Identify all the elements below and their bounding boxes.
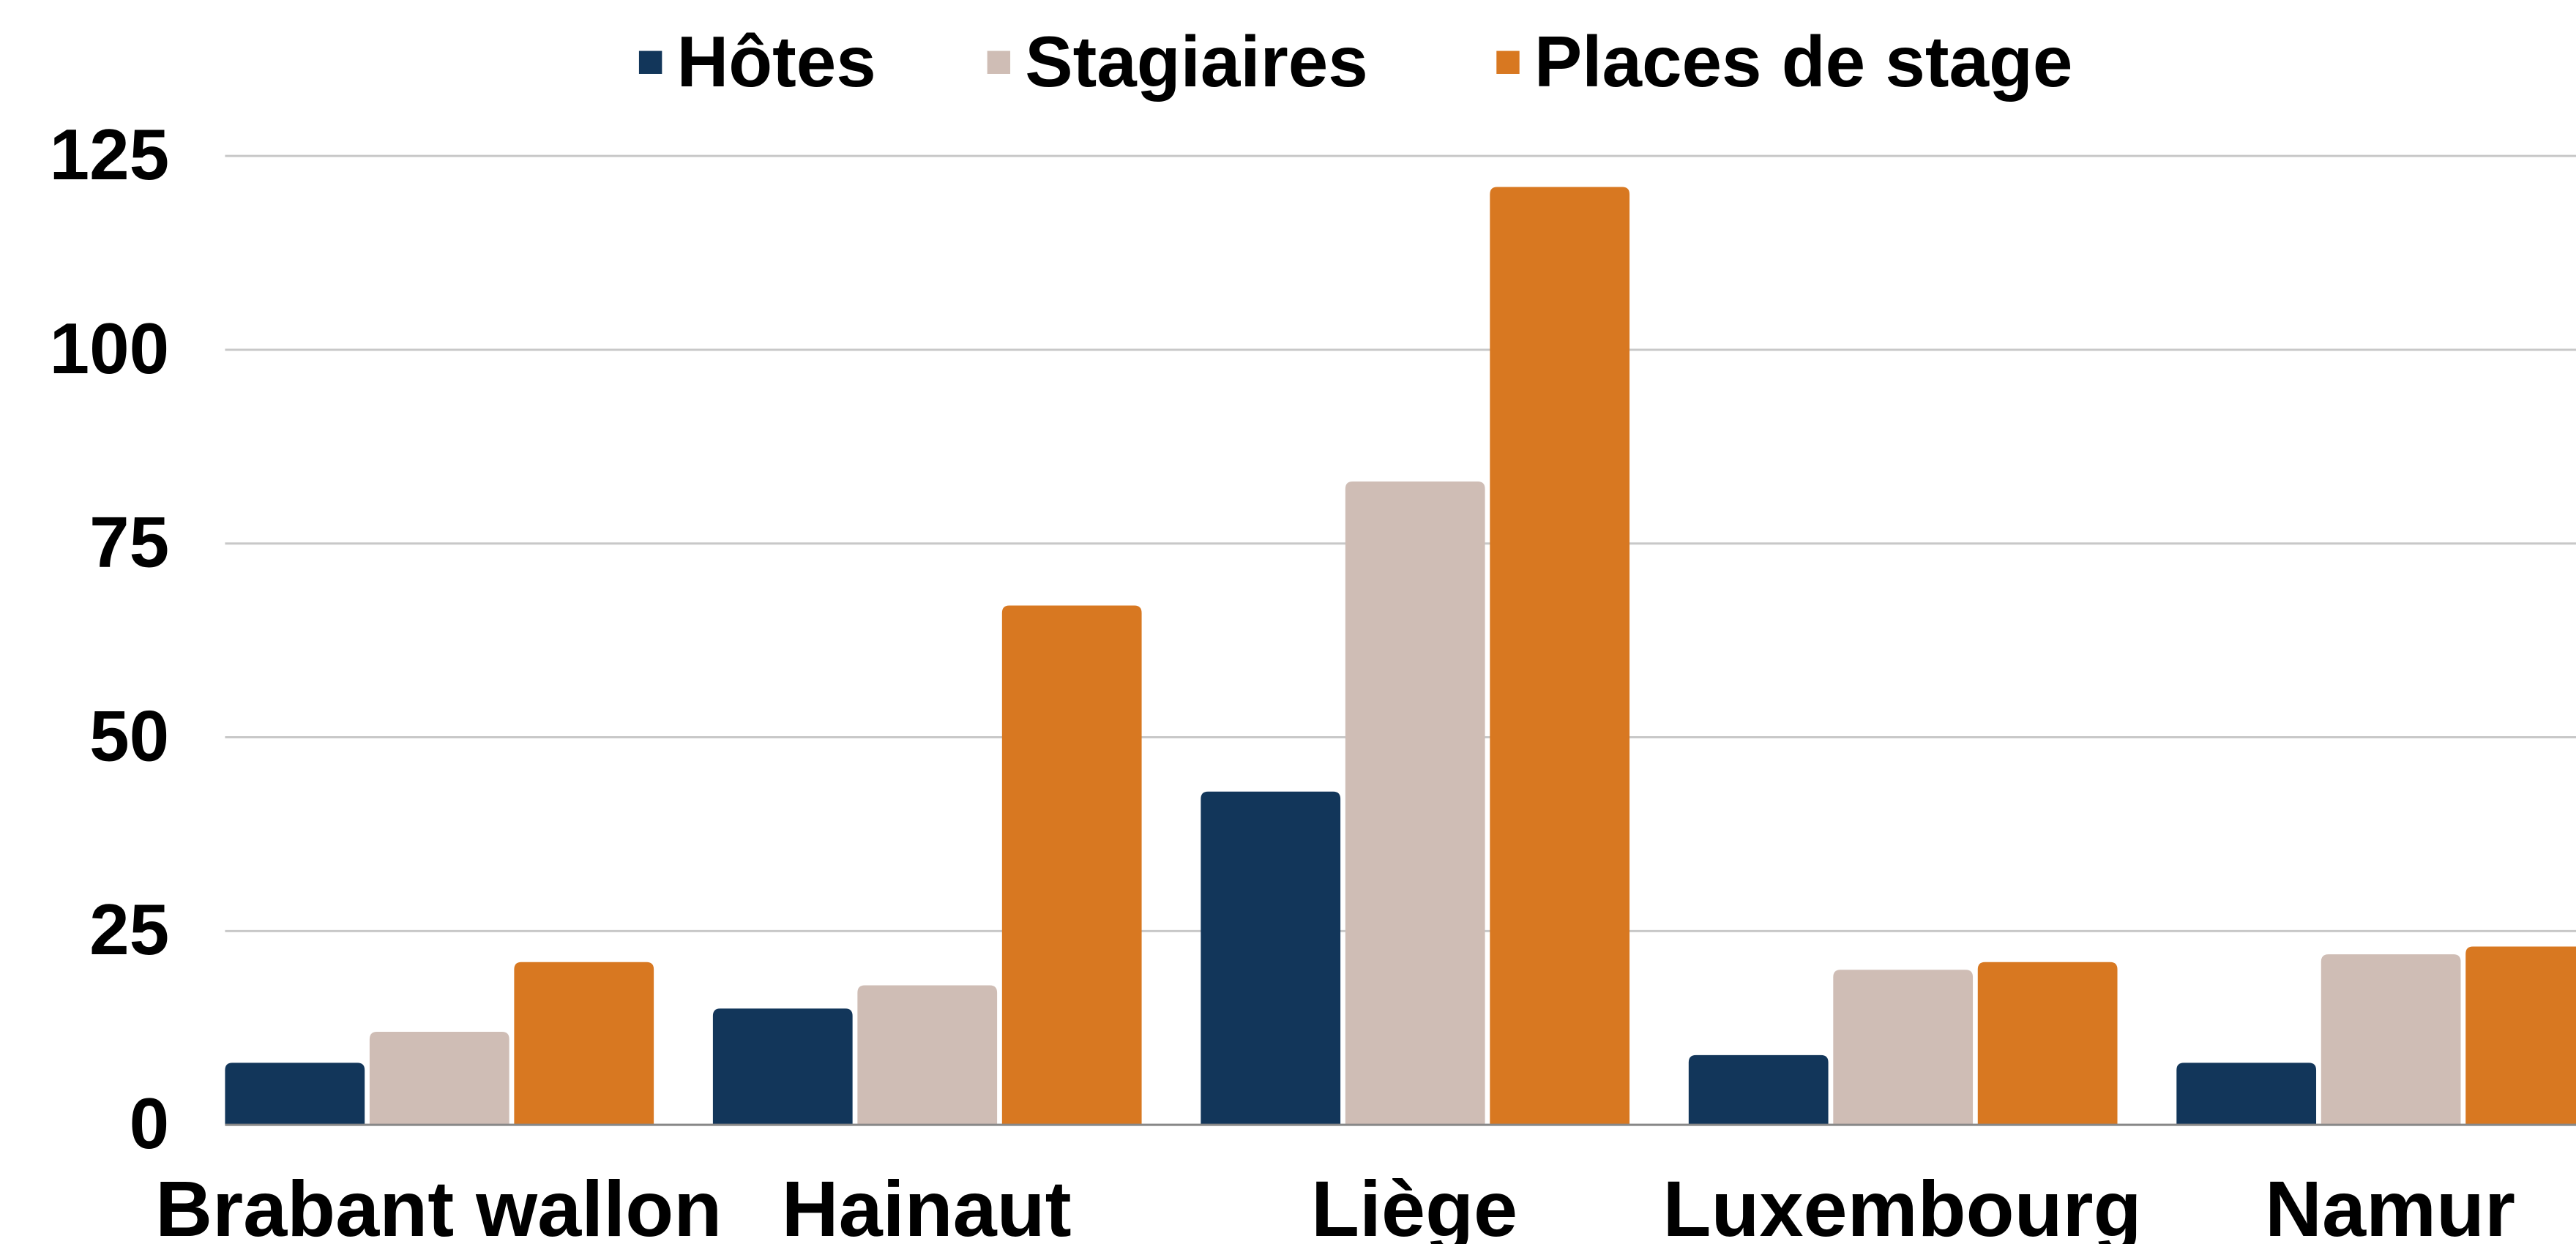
y-tick-label: 75 [89, 502, 169, 582]
legend-swatch [1496, 50, 1520, 74]
x-tick-label: Namur [2265, 1164, 2515, 1244]
y-tick-label: 100 [50, 308, 170, 389]
bar [1977, 962, 2118, 1125]
bar [712, 1008, 853, 1125]
bar [1833, 970, 1974, 1125]
y-tick-label: 25 [89, 889, 169, 970]
legend-label: Places de stage [1534, 21, 2072, 102]
legend-label: Hôtes [677, 21, 876, 102]
bar [2465, 946, 2576, 1125]
x-tick-label: Hainaut [782, 1164, 1072, 1244]
bar [514, 962, 654, 1125]
bar [225, 1063, 365, 1125]
bar [1345, 482, 1485, 1125]
x-tick-label: Brabant wallon [155, 1164, 722, 1244]
y-tick-label: 125 [50, 114, 170, 195]
y-tick-label: 0 [130, 1083, 170, 1164]
x-tick-label: Luxembourg [1663, 1164, 2142, 1244]
bar [1688, 1054, 1829, 1125]
legend-swatch [987, 50, 1011, 74]
bar [1490, 187, 1630, 1125]
x-tick-label: Liège [1311, 1164, 1517, 1244]
legend-swatch [638, 50, 662, 74]
bar [1001, 605, 1142, 1125]
bar [2176, 1063, 2317, 1125]
legend-label: Stagiaires [1025, 21, 1367, 102]
bar [2321, 954, 2461, 1125]
bar [369, 1032, 509, 1125]
bar [857, 985, 998, 1125]
bar [1201, 791, 1341, 1125]
y-tick-label: 50 [89, 695, 169, 776]
